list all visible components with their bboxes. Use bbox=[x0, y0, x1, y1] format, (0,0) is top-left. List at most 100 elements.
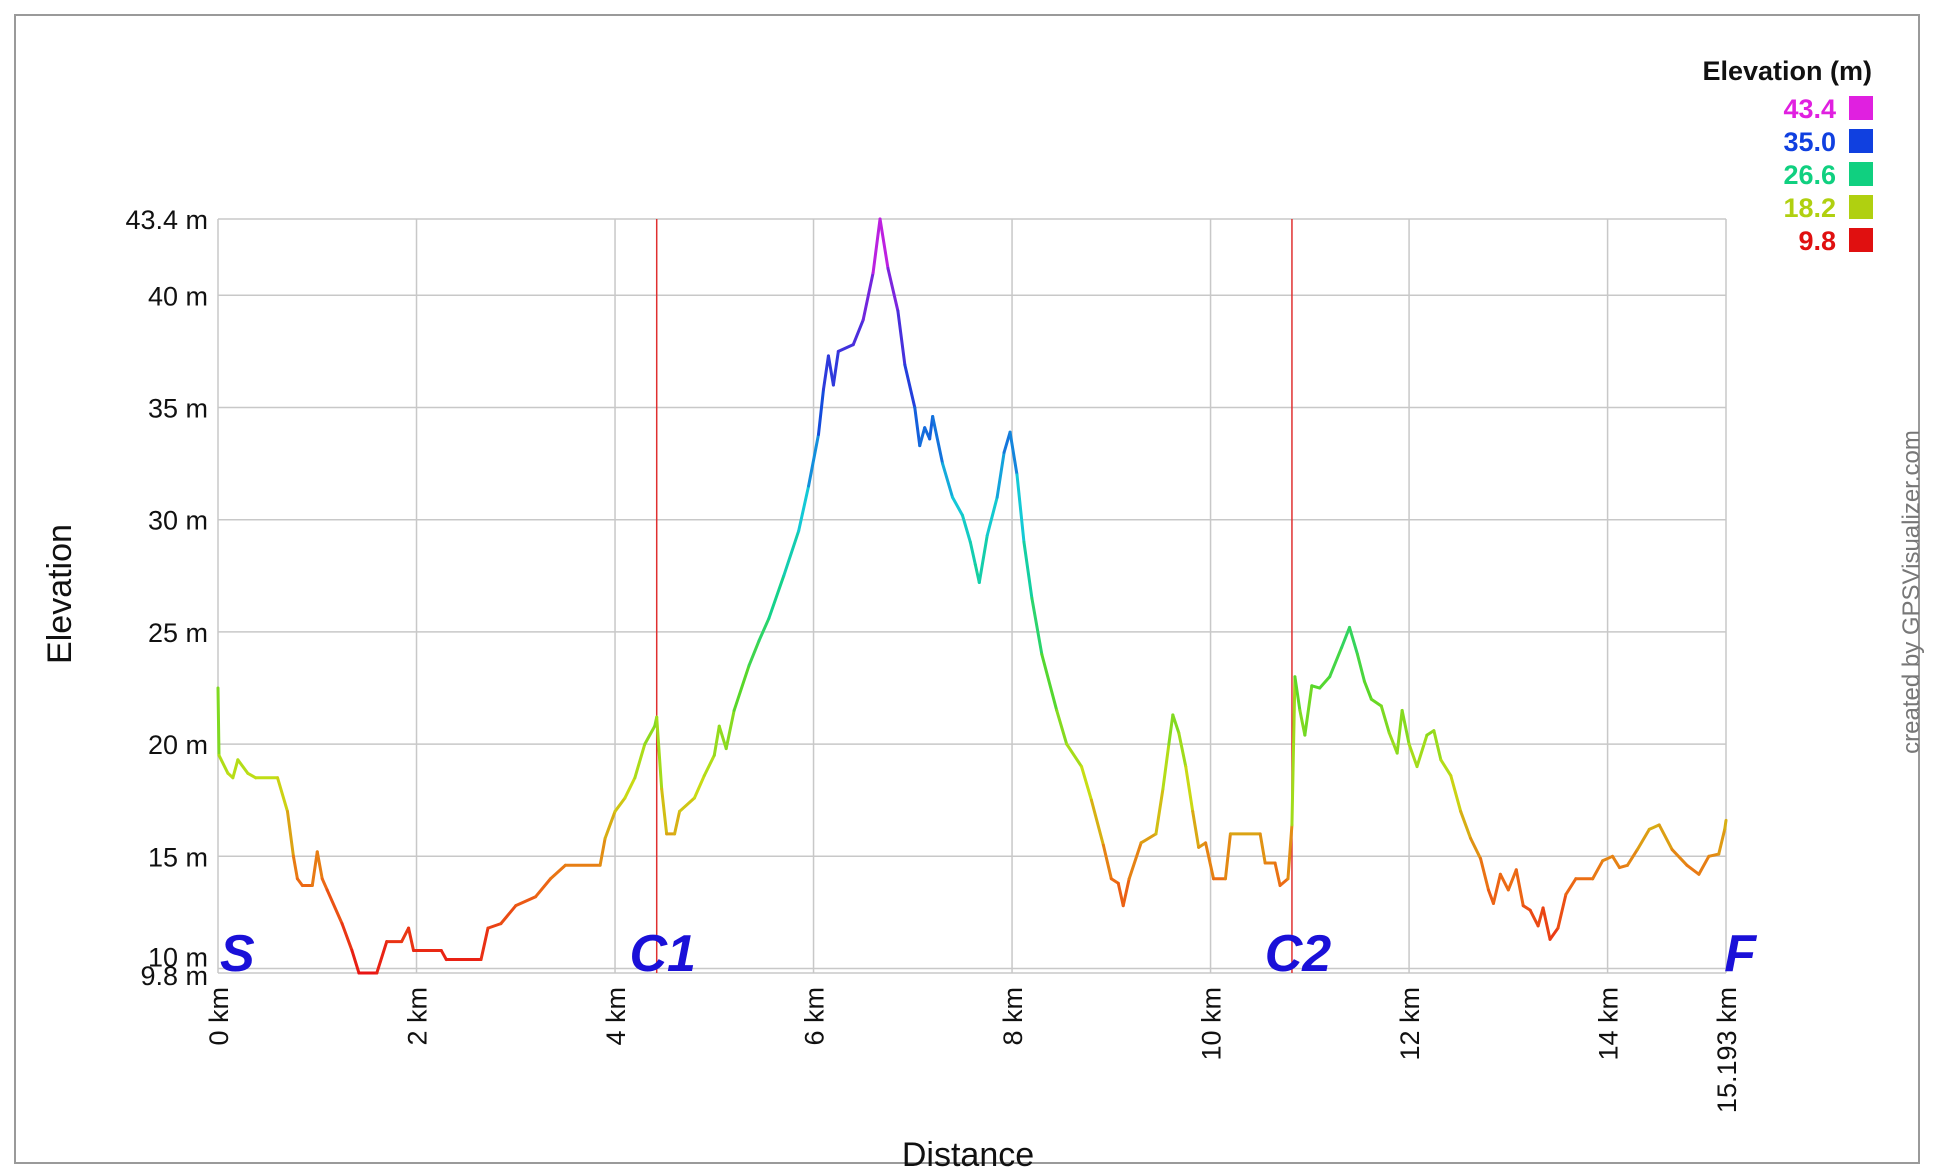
profile-segment-0-13 bbox=[315, 850, 324, 881]
profile-segment-0-16 bbox=[340, 922, 354, 953]
profile-segment-0-64 bbox=[871, 217, 882, 275]
profile-segment-0-81 bbox=[995, 450, 1006, 499]
profile-segment-0-76 bbox=[960, 513, 972, 544]
profile-segment-0-56 bbox=[807, 432, 821, 488]
profile-segment-0-12 bbox=[310, 850, 319, 887]
profile-segment-0-43 bbox=[673, 809, 682, 836]
profile-segment-0-97 bbox=[1139, 832, 1158, 845]
profile-segment-0-160 bbox=[1657, 823, 1674, 852]
profile-segment-0-67 bbox=[896, 309, 907, 367]
profile-segment-0-35 bbox=[613, 796, 627, 813]
profile-segment-0-4 bbox=[236, 758, 250, 775]
x-tick-label-2: 4 km bbox=[601, 987, 631, 1046]
profile-segment-0-30 bbox=[534, 877, 553, 899]
profile-segment-0-142 bbox=[1498, 872, 1510, 892]
profile-segment-0-127 bbox=[1379, 704, 1391, 735]
profile-segment-0-54 bbox=[782, 529, 801, 578]
checkpoint-lines bbox=[655, 219, 1293, 973]
x-tick-label-0: 0 km bbox=[204, 987, 234, 1046]
profile-segment-0-36 bbox=[623, 776, 637, 800]
profile-segment-0-3 bbox=[231, 758, 240, 780]
profile-segment-0-44 bbox=[678, 796, 696, 813]
profile-segment-0-132 bbox=[1415, 733, 1429, 769]
profile-segment-0-115 bbox=[1290, 675, 1297, 827]
profile-segment-0-65 bbox=[878, 217, 890, 270]
profile-segment-0-15 bbox=[325, 888, 344, 926]
profile-segment-0-148 bbox=[1541, 906, 1552, 941]
profile-segment-0-82 bbox=[1002, 430, 1012, 454]
profile-segment-0-59 bbox=[826, 354, 835, 387]
profile-segment-0-86 bbox=[1030, 596, 1044, 656]
profile-segment-0-151 bbox=[1564, 877, 1578, 896]
profile-segment-0-40 bbox=[655, 715, 664, 791]
x-tick-label-1: 2 km bbox=[403, 987, 433, 1046]
profile-segment-0-108 bbox=[1223, 832, 1232, 881]
profile-segment-0-94 bbox=[1116, 881, 1125, 908]
profile-segment-0-75 bbox=[950, 495, 964, 517]
profile-segment-0-162 bbox=[1685, 863, 1701, 876]
profile-segment-0-158 bbox=[1635, 827, 1651, 852]
profile-segment-0-62 bbox=[851, 318, 865, 347]
profile-segment-0-114 bbox=[1286, 823, 1294, 881]
profile-segment-0-103 bbox=[1184, 765, 1195, 813]
profile-segment-0-41 bbox=[660, 787, 669, 836]
profile-segment-0-154 bbox=[1601, 854, 1615, 863]
checkpoint-marker-f: F bbox=[1724, 925, 1757, 983]
profile-segment-0-104 bbox=[1191, 809, 1201, 849]
profile-segment-0-63 bbox=[861, 271, 875, 322]
profile-segment-0-61 bbox=[836, 343, 855, 353]
legend-swatch-1 bbox=[1849, 129, 1873, 153]
y-tick-label-5: 20 m bbox=[148, 730, 208, 760]
profile-segment-0-14 bbox=[320, 877, 329, 892]
y-axis-title: Elevation bbox=[41, 524, 79, 664]
grid bbox=[217, 218, 1727, 974]
legend-value-3: 18.2 bbox=[1783, 193, 1836, 223]
y-tick-label-4: 25 m bbox=[148, 618, 208, 648]
profile-segment-0-123 bbox=[1348, 625, 1359, 656]
profile-segment-0-45 bbox=[692, 774, 706, 800]
profile-segment-0-19 bbox=[375, 940, 389, 975]
profile-segment-0-125 bbox=[1362, 679, 1373, 701]
profile-segment-0-130 bbox=[1400, 708, 1411, 746]
profile-segment-0-99 bbox=[1161, 742, 1171, 791]
profile-segment-0-51 bbox=[747, 639, 761, 668]
profile-segment-0-5 bbox=[246, 771, 258, 780]
x-tick-label-4: 8 km bbox=[998, 987, 1028, 1046]
profile-segment-0-106 bbox=[1204, 841, 1216, 881]
x-tick-label-7: 14 km bbox=[1594, 987, 1624, 1061]
profile-segment-0-9 bbox=[291, 854, 299, 881]
profile-segment-0-84 bbox=[1015, 473, 1026, 544]
profile-segment-0-77 bbox=[968, 540, 977, 567]
profile-segment-0-24 bbox=[439, 949, 448, 962]
profile-segment-0-92 bbox=[1101, 843, 1113, 881]
profile-segment-0-159 bbox=[1647, 823, 1661, 831]
profile-segment-0-157 bbox=[1625, 848, 1639, 867]
profile-segment-0-137 bbox=[1459, 809, 1473, 840]
profile-segment-0-141 bbox=[1491, 872, 1502, 905]
profile-segment-0-116 bbox=[1293, 675, 1302, 712]
profile-segment-0-57 bbox=[817, 388, 825, 436]
y-tick-label-2: 35 m bbox=[148, 394, 208, 424]
x-tick-label-5: 10 km bbox=[1197, 987, 1227, 1061]
y-tick-label-1: 40 m bbox=[148, 281, 208, 311]
profile-segment-0-161 bbox=[1670, 848, 1689, 867]
profile-segment-0-46 bbox=[702, 753, 716, 778]
profile-segment-0-102 bbox=[1177, 731, 1188, 769]
profile-segment-0-87 bbox=[1040, 652, 1059, 712]
profile-segment-0-83 bbox=[1008, 430, 1019, 477]
profile-segment-0-155 bbox=[1611, 854, 1621, 870]
checkpoint-marker-c1: C1 bbox=[629, 925, 695, 983]
profile-segment-0-164 bbox=[1707, 852, 1721, 858]
profile-segment-0-118 bbox=[1303, 684, 1314, 737]
profile-segment-0-88 bbox=[1055, 708, 1069, 746]
profile-segment-0-27 bbox=[486, 922, 503, 930]
profile-segment-0-68 bbox=[903, 363, 917, 409]
profile-segment-0-122 bbox=[1340, 625, 1352, 650]
legend-title: Elevation (m) bbox=[1702, 56, 1872, 86]
profile-segment-0-21 bbox=[400, 926, 411, 944]
y-tick-label-6: 15 m bbox=[148, 842, 208, 872]
profile-segment-0-153 bbox=[1591, 859, 1605, 881]
legend-swatch-0 bbox=[1849, 96, 1873, 120]
profile-segment-0-112 bbox=[1273, 861, 1282, 887]
